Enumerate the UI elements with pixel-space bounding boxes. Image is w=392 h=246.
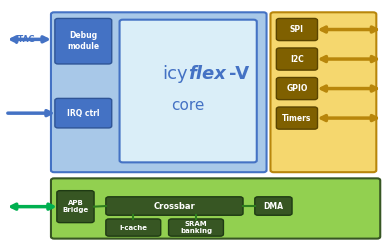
Text: SRAM
banking: SRAM banking [180,221,212,234]
FancyBboxPatch shape [106,219,161,236]
Text: I2C: I2C [290,55,304,63]
FancyBboxPatch shape [276,107,318,129]
Text: Crossbar: Crossbar [154,201,195,211]
Text: flex: flex [188,65,226,83]
Text: -V: -V [229,65,249,83]
Text: SPI: SPI [290,25,304,34]
FancyBboxPatch shape [106,197,243,215]
FancyBboxPatch shape [120,20,257,162]
FancyBboxPatch shape [276,77,318,100]
FancyBboxPatch shape [169,219,223,236]
Text: I-cache: I-cache [119,225,147,231]
Text: GPIO: GPIO [286,84,308,93]
Text: Timers: Timers [282,114,312,123]
Text: core: core [171,98,205,113]
FancyBboxPatch shape [255,197,292,215]
FancyBboxPatch shape [51,12,267,172]
Text: Debug
module: Debug module [67,31,99,51]
FancyBboxPatch shape [57,191,94,223]
FancyBboxPatch shape [276,48,318,70]
FancyBboxPatch shape [276,18,318,41]
Text: DMA: DMA [263,201,283,211]
Text: IRQ ctrl: IRQ ctrl [67,109,100,118]
FancyBboxPatch shape [55,98,112,128]
FancyBboxPatch shape [270,12,376,172]
Text: JTAG: JTAG [16,35,35,44]
FancyBboxPatch shape [51,178,380,239]
Text: icy: icy [163,65,188,83]
Text: APB
Bridge: APB Bridge [62,200,89,213]
FancyBboxPatch shape [55,18,112,64]
